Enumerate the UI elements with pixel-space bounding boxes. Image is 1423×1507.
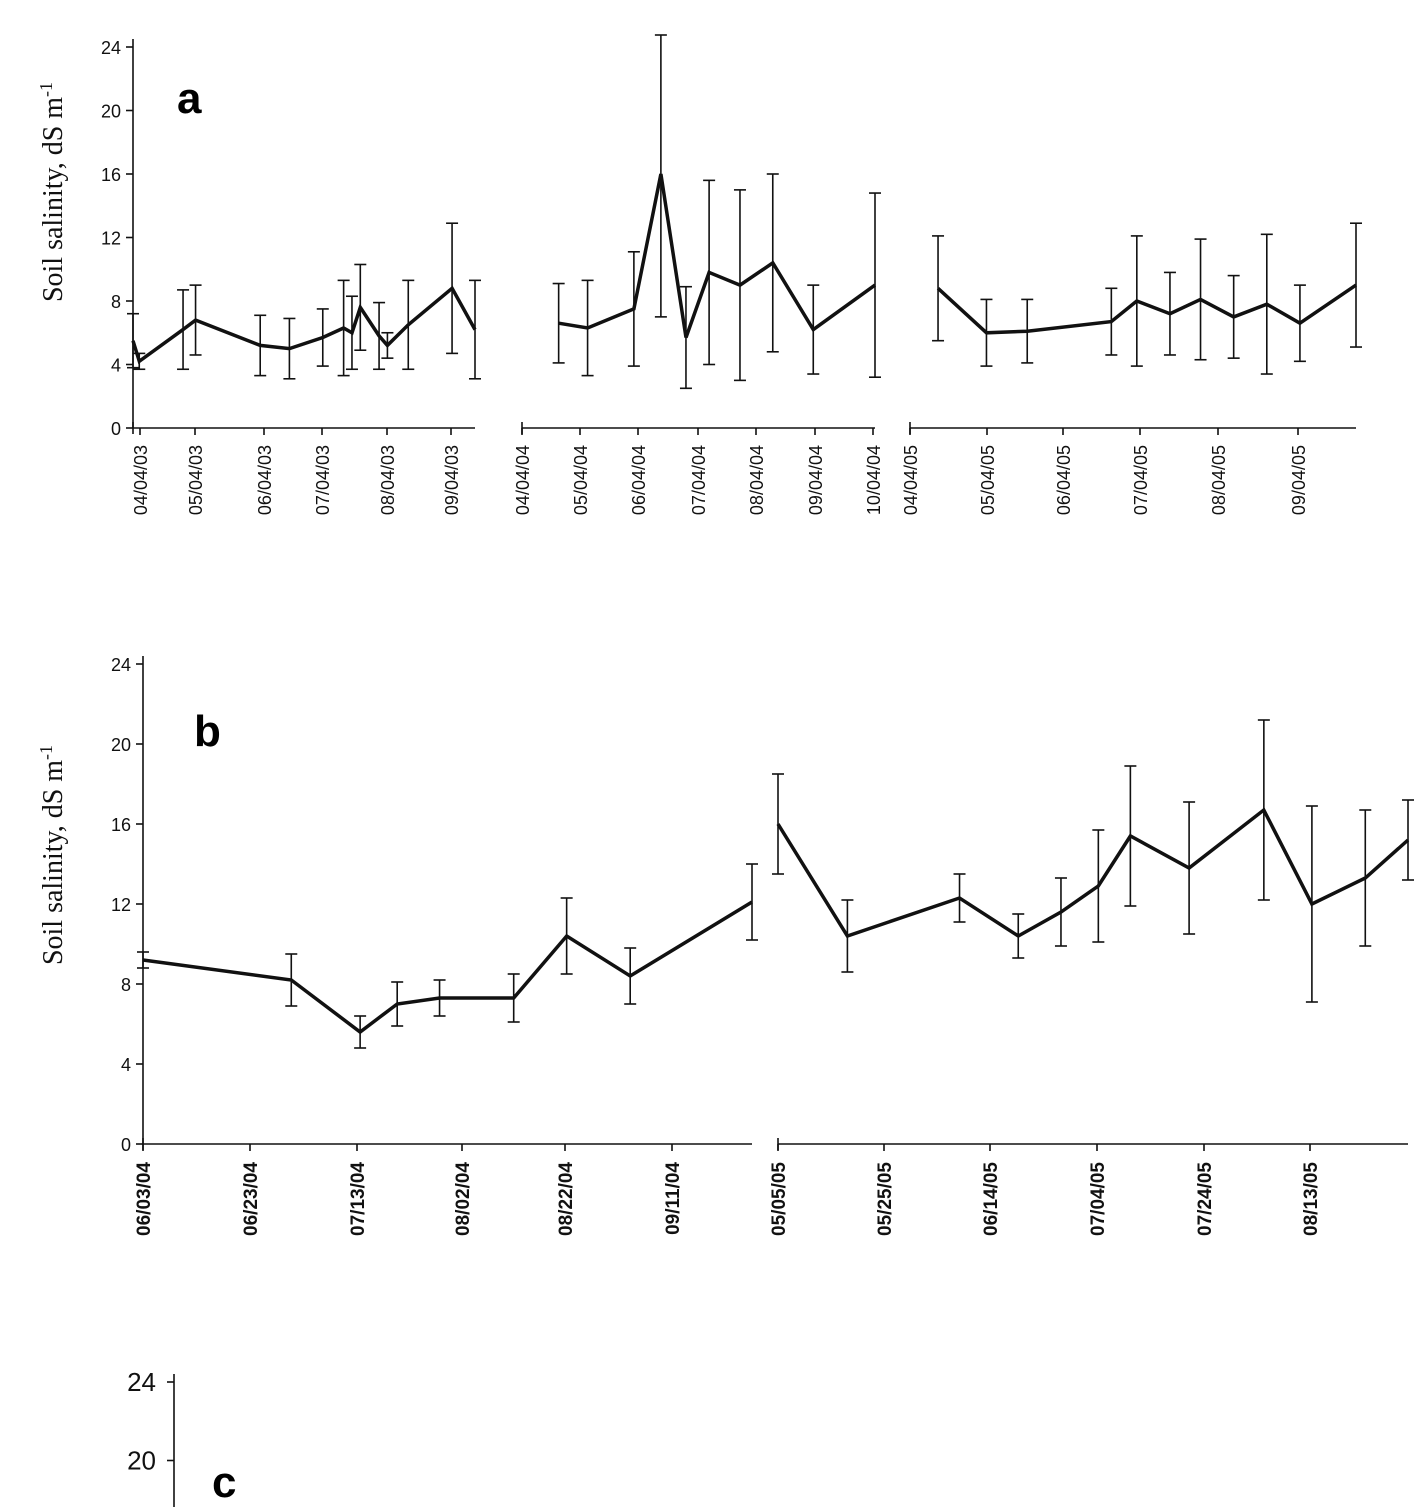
panel-a-y-tick-label: 24 (101, 38, 121, 58)
panel-a-x-tick-label: 05/04/03 (186, 445, 206, 515)
panel-a-x-tick-label: 06/04/03 (255, 445, 275, 515)
panel-a-error-bars (127, 34, 1362, 390)
panel-b-letter: b (194, 707, 221, 756)
panel-a-x-tick-label: 09/04/05 (1289, 445, 1309, 515)
panel-a-x-tick-label: 10/04/04 (864, 445, 884, 515)
panel-b-x-tick-label: 08/22/04 (556, 1162, 577, 1236)
panel-b-x-tick-label: 09/11/04 (663, 1162, 684, 1235)
panel-b-y-tick-label: 24 (111, 655, 131, 675)
panel-a-x-tick-label: 07/04/04 (689, 445, 709, 515)
panel-a-y-tick-label: 0 (111, 419, 121, 439)
panel-a-x-tick-label: 04/04/04 (513, 445, 533, 515)
panel-a-series-line-3 (936, 283, 1357, 335)
panel-b-series-line-1 (142, 900, 753, 1035)
panel-b-x-tick-label: 05/05/05 (769, 1162, 790, 1236)
panel-a-x-tick-label: 09/04/04 (806, 445, 826, 515)
panel-b-y-tick-label: 0 (121, 1135, 131, 1155)
panel-a-x-tick-label: 07/04/05 (1131, 445, 1151, 515)
panel-b-chart: b Soil salinity, dS m-1 0 4 8 12 16 20 24 06/03… (36, 655, 1414, 1236)
panel-a-x-tick-label: 06/04/05 (1054, 445, 1074, 515)
panel-b-x-tick-label: 06/03/04 (134, 1162, 155, 1236)
panel-a-axes (126, 39, 1356, 435)
panel-b-x-tick-label: 05/25/05 (875, 1162, 896, 1236)
panel-a-series (131, 173, 1357, 365)
panel-c-y-tick-label: 24 (127, 1367, 156, 1397)
panel-a-x-tick-label: 04/04/05 (901, 445, 921, 515)
panel-a-letter: a (177, 74, 202, 123)
panel-a-y-tick-label: 20 (101, 102, 121, 122)
panel-c-axes (167, 1374, 175, 1507)
panel-a-y-tick-label: 8 (111, 292, 121, 312)
panel-a-y-tick-label: 16 (101, 165, 121, 185)
panel-a-x-tick-label: 05/04/04 (571, 445, 591, 515)
panel-c-letter: c (212, 1458, 236, 1507)
panel-a-x-tick-label: 08/04/05 (1209, 445, 1229, 515)
panel-a-series-line-1 (131, 285, 477, 365)
panel-a-x-tick-label: 08/04/03 (378, 445, 398, 515)
panel-b-x-tick-label: 07/13/04 (348, 1162, 369, 1236)
panel-c-y-tick-label: 20 (127, 1446, 156, 1476)
panel-a-y-tick-label: 4 (111, 356, 121, 376)
panel-b-y-tick-label: 12 (111, 895, 131, 915)
panel-a-x-tick-label: 04/04/03 (131, 445, 151, 515)
panel-b-x-tick-label: 07/04/05 (1088, 1162, 1109, 1236)
panel-b-tick-labels: 0 4 8 12 16 20 24 06/03/04 06/23/04 07/13/04 08/02… (111, 655, 1322, 1236)
panel-a-x-tick-label: 07/04/03 (313, 445, 333, 515)
panel-b-y-tick-label: 20 (111, 735, 131, 755)
panel-b-y-tick-label: 16 (111, 815, 131, 835)
panel-a-x-tick-label: 05/04/05 (978, 445, 998, 515)
panel-a-y-axis-label-superscript: -1 (36, 82, 56, 97)
panel-a-y-axis-label: Soil salinity, dS m-1 (36, 82, 69, 302)
panel-b-y-axis-label: Soil salinity, dS m-1 (36, 745, 69, 965)
panel-a-tick-labels: 0 4 8 12 16 20 24 04/04/03 05/04/03 06/04/03 07/04… (101, 38, 1309, 515)
panel-b-x-tick-label: 08/02/04 (453, 1162, 474, 1236)
panel-a-series-line-2 (558, 173, 877, 339)
panel-b-x-tick-label: 07/24/05 (1195, 1162, 1216, 1236)
panel-b-error-bars (137, 719, 1414, 1049)
panel-b-y-axis-label-superscript: -1 (36, 745, 56, 760)
panel-a-x-tick-label: 09/04/03 (442, 445, 462, 515)
panel-a-y-tick-label: 12 (101, 229, 121, 249)
panel-b-y-tick-label: 8 (121, 975, 131, 995)
panel-b-x-tick-label: 06/23/04 (241, 1162, 262, 1236)
panel-b-y-tick-label: 4 (121, 1055, 131, 1075)
panel-b-series (142, 807, 1410, 1035)
panel-a-x-tick-label: 08/04/04 (747, 445, 767, 515)
panel-b-axes (136, 656, 1408, 1151)
panel-b-x-tick-label: 06/14/05 (981, 1162, 1002, 1236)
panel-a-chart: a Soil salinity, dS m-1 0 4 8 12 16 20 24 04/04… (36, 34, 1362, 515)
panel-b-series-line-2 (776, 807, 1410, 939)
panel-b-x-tick-label: 08/13/05 (1301, 1162, 1322, 1236)
panel-a-x-tick-label: 06/04/04 (629, 445, 649, 515)
